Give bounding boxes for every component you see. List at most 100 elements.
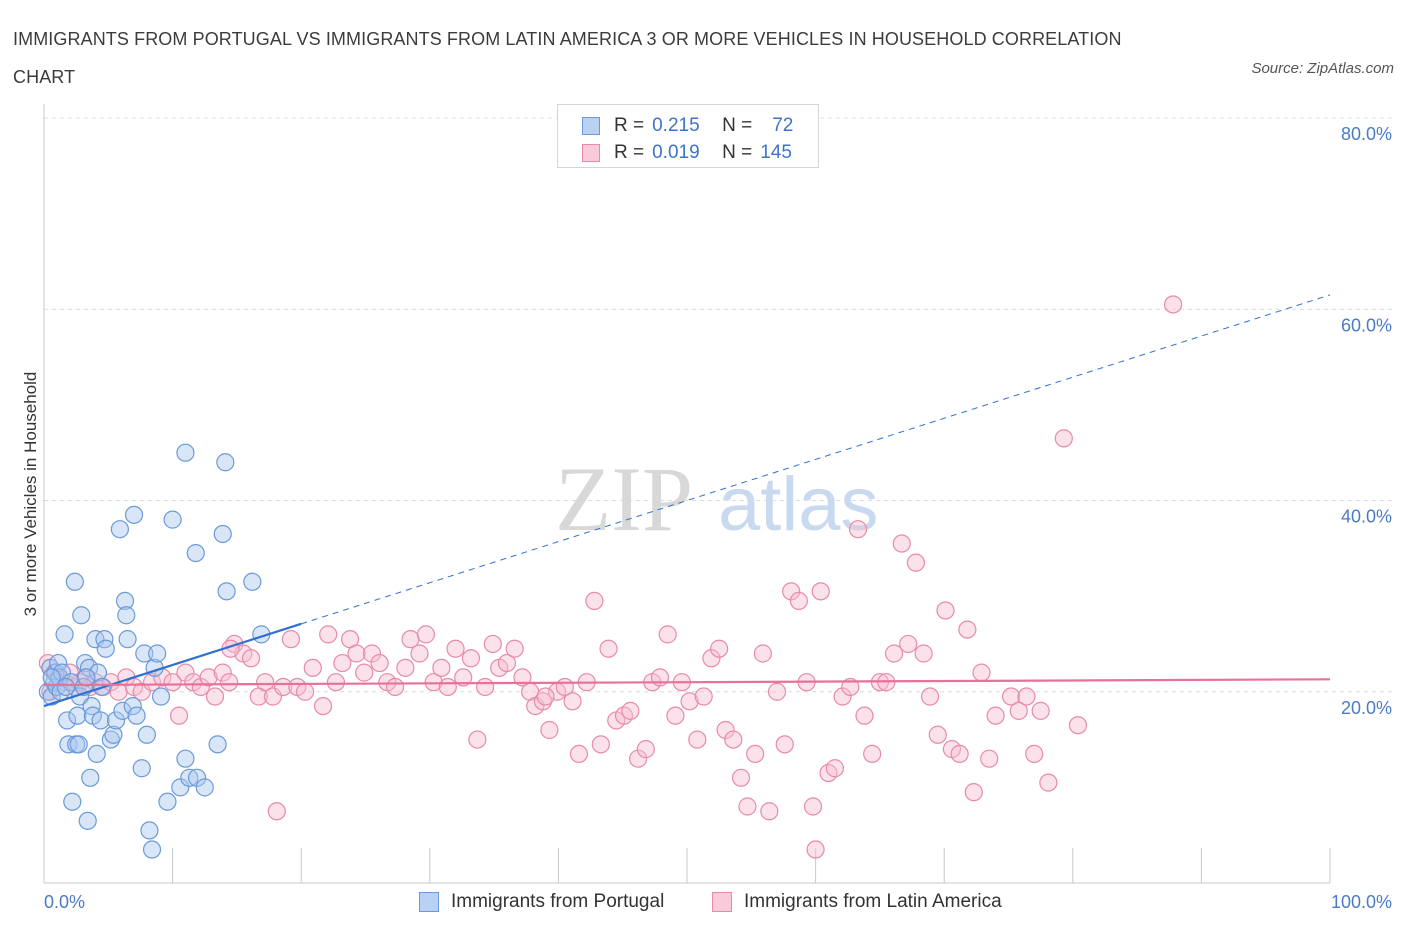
latin-point bbox=[892, 534, 911, 553]
portugal-point bbox=[127, 706, 146, 725]
watermark-zip: ZIP bbox=[555, 448, 693, 550]
portugal-trend-dashed bbox=[301, 294, 1331, 625]
latin-point bbox=[964, 783, 983, 802]
n-value-latin: 145 bbox=[760, 142, 792, 163]
n-value-portugal: 72 bbox=[772, 115, 794, 136]
latin-point bbox=[1017, 687, 1036, 706]
latin-point bbox=[914, 644, 933, 663]
latin-point bbox=[142, 673, 162, 692]
latin-point bbox=[267, 802, 286, 821]
latin-point bbox=[920, 687, 940, 706]
latin-point bbox=[1054, 429, 1073, 448]
y-axis-label: 3 or more Vehicles in Household bbox=[21, 372, 40, 617]
latin-point bbox=[513, 668, 532, 687]
latin-point bbox=[256, 673, 275, 692]
portugal-point bbox=[148, 644, 167, 663]
latin-point bbox=[936, 601, 955, 620]
latin-point bbox=[694, 687, 713, 706]
latin-swatch bbox=[582, 144, 600, 162]
latin-point bbox=[775, 735, 794, 754]
portugal-point bbox=[176, 443, 195, 462]
latin-point bbox=[176, 663, 195, 682]
portugal-legend-label: Immigrants from Portugal bbox=[451, 891, 665, 912]
portugal-point bbox=[82, 696, 101, 716]
portugal-point bbox=[59, 735, 78, 754]
latin-point bbox=[658, 625, 677, 644]
portugal-point bbox=[88, 663, 108, 682]
portugal-point bbox=[158, 792, 177, 811]
portugal-point bbox=[91, 711, 110, 730]
latin-point bbox=[468, 730, 487, 749]
latin-point bbox=[213, 663, 232, 682]
latin-point bbox=[621, 701, 640, 720]
trend-lines bbox=[43, 294, 1331, 708]
portugal-point bbox=[58, 711, 77, 730]
latin-point bbox=[38, 653, 57, 673]
latin-point bbox=[313, 696, 333, 716]
n-label: N = bbox=[722, 115, 753, 136]
latin-point bbox=[1039, 773, 1058, 792]
latin-legend-swatch bbox=[712, 892, 732, 912]
r-label: R = bbox=[614, 142, 645, 163]
portugal-point bbox=[63, 792, 82, 811]
latin-point bbox=[767, 682, 787, 701]
latin-point bbox=[432, 658, 451, 677]
latin-point bbox=[841, 677, 860, 697]
portugal-point bbox=[42, 687, 61, 706]
portugal-point bbox=[81, 768, 100, 787]
latin-point bbox=[753, 644, 772, 663]
latin-point bbox=[591, 735, 610, 754]
latin-point bbox=[746, 744, 765, 764]
latin-point bbox=[629, 749, 648, 768]
latin-point bbox=[806, 840, 825, 859]
latin-point bbox=[680, 692, 699, 711]
latin-point bbox=[884, 644, 904, 663]
portugal-legend-swatch bbox=[419, 892, 439, 912]
latin-point bbox=[716, 720, 735, 740]
x-tick-label: 100.0% bbox=[1331, 892, 1392, 912]
latin-point bbox=[986, 706, 1005, 725]
latin-point bbox=[540, 720, 559, 740]
latin-point bbox=[833, 687, 852, 706]
latin-point bbox=[1031, 701, 1050, 720]
latin-point bbox=[848, 520, 868, 539]
latin-point bbox=[169, 706, 189, 725]
latin-point bbox=[319, 625, 338, 644]
latin-point bbox=[811, 582, 830, 601]
latin-point bbox=[191, 677, 210, 697]
latin-point bbox=[303, 658, 322, 677]
latin-point bbox=[636, 740, 655, 759]
y-tick-label: 20.0% bbox=[1341, 698, 1392, 718]
latin-point bbox=[738, 797, 757, 816]
latin-point bbox=[585, 591, 604, 611]
portugal-point bbox=[110, 520, 129, 539]
latin-point bbox=[333, 653, 352, 673]
portugal-point bbox=[56, 677, 75, 697]
y-tick-label: 60.0% bbox=[1341, 315, 1392, 335]
portugal-point bbox=[195, 778, 214, 797]
latin-point bbox=[702, 649, 721, 668]
portugal-point bbox=[101, 730, 120, 749]
latin-point bbox=[1025, 744, 1044, 764]
latin-point bbox=[281, 630, 301, 649]
latin-point bbox=[950, 744, 969, 764]
portugal-point bbox=[68, 706, 87, 725]
latin-america-points bbox=[38, 295, 1183, 859]
legend-row-portugal: R = 0.215 N = 72 bbox=[582, 113, 793, 139]
latin-point bbox=[688, 730, 707, 749]
latin-point bbox=[461, 649, 481, 668]
portugal-point bbox=[187, 768, 207, 787]
chart-title: IMMIGRANTS FROM PORTUGAL VS IMMIGRANTS F… bbox=[13, 29, 1122, 87]
portugal-point bbox=[124, 505, 144, 524]
latin-point bbox=[199, 668, 218, 687]
latin-point bbox=[731, 768, 751, 787]
latin-point bbox=[355, 663, 374, 682]
portugal-point bbox=[96, 639, 115, 658]
latin-point bbox=[760, 802, 779, 821]
portugal-point bbox=[217, 582, 236, 601]
latin-point bbox=[803, 797, 823, 816]
portugal-point bbox=[140, 821, 159, 840]
latin-point bbox=[483, 634, 502, 654]
portugal-point bbox=[118, 630, 137, 649]
latin-trend-line bbox=[43, 678, 1331, 687]
